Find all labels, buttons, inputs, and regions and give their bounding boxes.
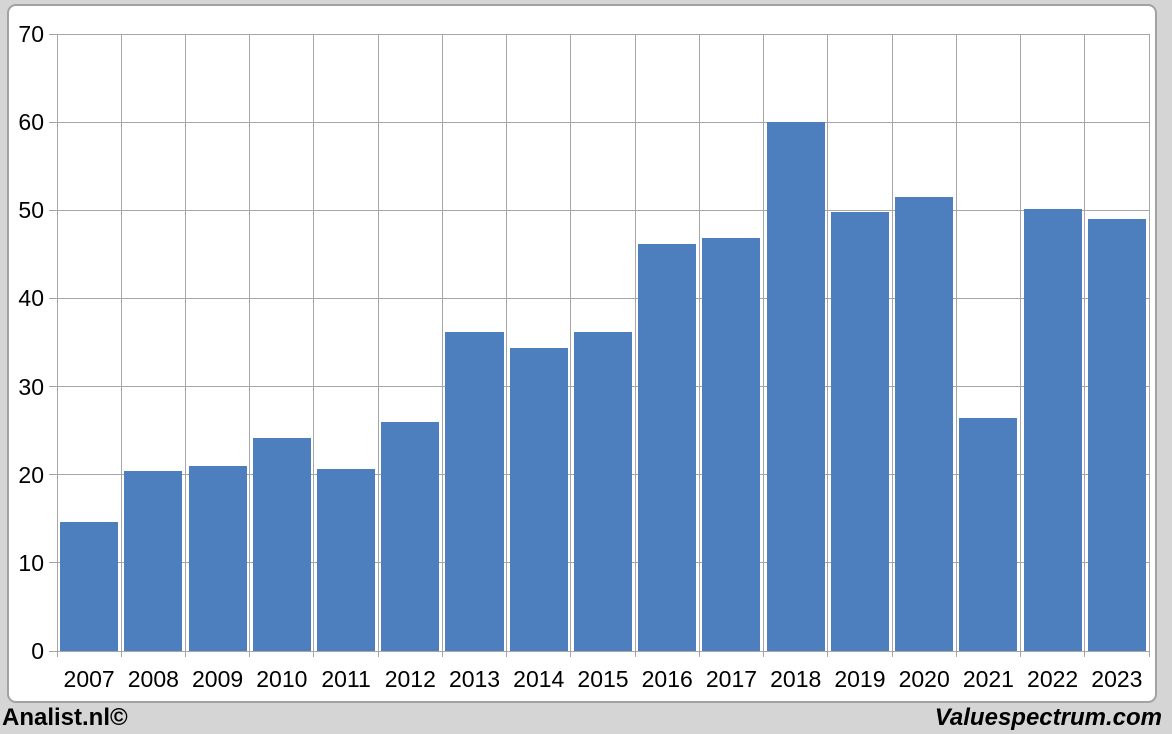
bar	[317, 468, 376, 651]
bar	[895, 197, 954, 651]
x-axis-label: 2022	[1027, 666, 1079, 692]
y-gridline	[57, 650, 1149, 652]
bar	[445, 331, 504, 651]
x-axis-label: 2021	[962, 666, 1014, 692]
x-axis-label: 2013	[448, 666, 501, 692]
x-axis-label: 2014	[513, 666, 565, 692]
x-tick	[313, 651, 315, 657]
x-tick	[506, 651, 508, 657]
y-axis-label: 70	[18, 21, 44, 47]
x-tick	[441, 651, 443, 657]
x-gridline	[56, 34, 58, 651]
y-tick	[49, 297, 57, 299]
x-axis-label: 2023	[1091, 666, 1143, 692]
bar	[959, 418, 1018, 651]
y-gridline	[57, 33, 1149, 35]
y-axis-label: 0	[31, 638, 44, 664]
bar	[766, 122, 825, 651]
x-tick	[249, 651, 251, 657]
y-tick	[49, 562, 57, 564]
x-gridline	[570, 34, 572, 651]
x-tick	[955, 651, 957, 657]
x-axis-label: 2020	[898, 666, 950, 692]
y-tick	[49, 121, 57, 123]
x-gridline	[313, 34, 315, 651]
bar	[60, 522, 119, 651]
x-axis-label: 2019	[834, 666, 886, 692]
bar	[188, 465, 247, 651]
x-gridline	[441, 34, 443, 651]
y-gridline	[57, 209, 1149, 211]
x-gridline	[955, 34, 957, 651]
valuespectrum-brand: Valuespectrum.com	[934, 703, 1162, 731]
x-gridline	[1148, 34, 1150, 651]
x-gridline	[1084, 34, 1086, 651]
y-axis-label: 40	[18, 285, 44, 312]
y-axis-label: 30	[18, 373, 44, 400]
x-tick	[698, 651, 700, 657]
x-axis-label: 2011	[321, 666, 371, 692]
bar	[1087, 219, 1146, 651]
x-tick	[570, 651, 572, 657]
x-axis-label: 2017	[705, 666, 758, 692]
x-gridline	[377, 34, 379, 651]
x-gridline	[184, 34, 186, 651]
x-axis-label: 2008	[127, 666, 179, 692]
bar	[573, 331, 633, 651]
y-tick	[49, 209, 57, 211]
x-tick	[827, 651, 829, 657]
footer: Analist.nl© Valuespectrum.com	[0, 703, 1172, 734]
x-gridline	[827, 34, 829, 651]
x-axis-label: 2007	[63, 666, 115, 692]
bar	[1023, 208, 1082, 651]
bar	[638, 243, 697, 651]
x-gridline	[506, 34, 508, 651]
y-axis-label: 20	[18, 461, 44, 488]
x-tick	[1084, 651, 1086, 657]
y-tick	[49, 386, 57, 388]
y-axis-label: 50	[18, 197, 44, 224]
x-axis-label: 2012	[384, 666, 436, 692]
bar	[509, 347, 568, 651]
x-tick	[120, 651, 122, 657]
x-axis-label: 2016	[641, 666, 693, 692]
bar	[381, 421, 440, 651]
analist-brand: Analist.nl©	[2, 703, 128, 731]
y-gridline	[57, 121, 1149, 123]
x-axis-label: 2009	[192, 666, 244, 692]
x-tick	[1148, 651, 1150, 657]
x-tick	[56, 651, 58, 657]
y-gridline	[57, 297, 1149, 299]
x-gridline	[249, 34, 251, 651]
bar	[252, 437, 311, 651]
x-axis-label: 2015	[577, 666, 629, 692]
x-axis-label: 2010	[256, 666, 308, 692]
x-tick	[1020, 651, 1022, 657]
y-axis-label: 10	[18, 549, 44, 576]
x-tick	[891, 651, 893, 657]
bar	[830, 212, 889, 651]
plot-area: 0 10 20 30 40 50 60 70 2007 2008 2009 2010 2011 2012 2…	[18, 21, 1150, 692]
x-tick	[377, 651, 379, 657]
x-gridline	[763, 34, 765, 651]
x-gridline	[634, 34, 636, 651]
x-tick	[763, 651, 765, 657]
x-gridline	[120, 34, 122, 651]
x-gridline	[1020, 34, 1022, 651]
y-tick	[49, 650, 57, 652]
x-tick	[184, 651, 186, 657]
y-tick	[49, 33, 57, 35]
x-gridline	[891, 34, 893, 651]
bar	[124, 471, 183, 651]
bar	[702, 237, 761, 651]
x-tick	[634, 651, 636, 657]
x-axis-label: 2018	[770, 666, 822, 692]
y-axis-label: 60	[18, 109, 44, 136]
y-tick	[49, 474, 57, 476]
x-gridline	[698, 34, 700, 651]
